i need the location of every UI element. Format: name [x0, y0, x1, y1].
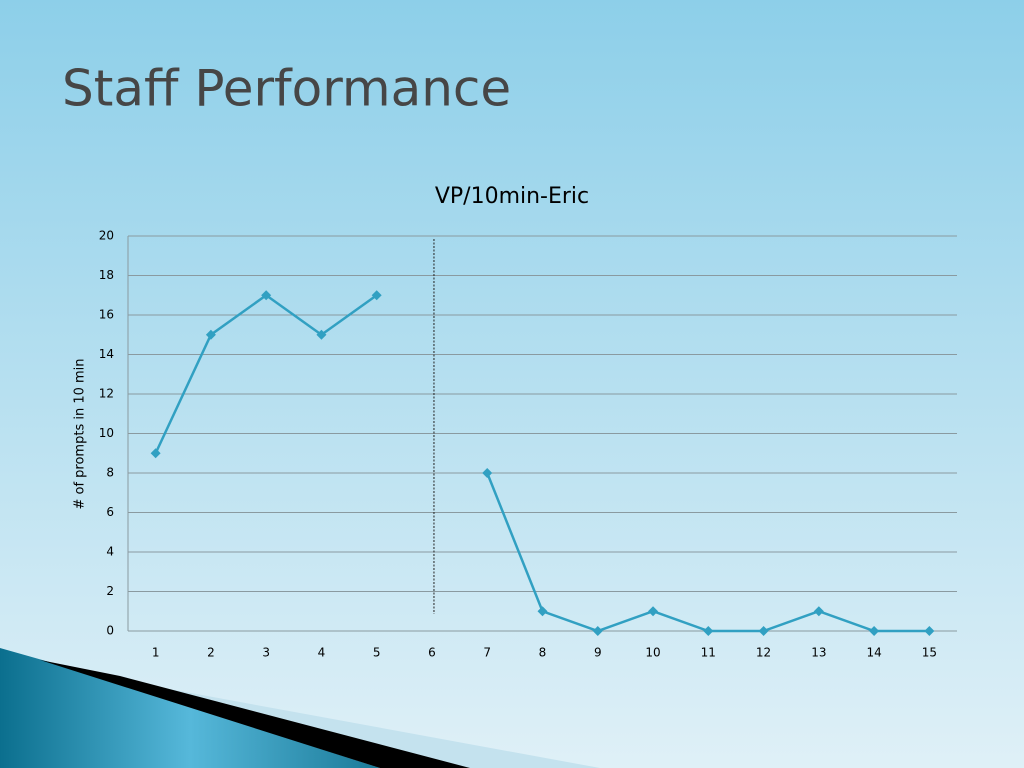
x-tick-label: 13 [811, 646, 826, 660]
point [205, 329, 216, 340]
point [150, 448, 161, 459]
y-tick-label: 16 [99, 308, 114, 322]
point [924, 626, 935, 636]
y-tick-label: 8 [106, 466, 114, 480]
decor-black [40, 660, 470, 768]
y-axis-label: # of prompts in 10 min [73, 358, 88, 509]
point [813, 606, 824, 617]
y-tick-label: 18 [99, 268, 114, 282]
point [537, 606, 548, 617]
y-tick-label: 6 [106, 505, 114, 519]
x-tick-label: 15 [922, 646, 937, 660]
x-tick-label: 11 [701, 646, 716, 660]
x-tick-label: 10 [645, 646, 660, 660]
y-tick-label: 2 [106, 584, 114, 598]
chart-title: VP/10min-Eric [435, 184, 589, 209]
y-tick-label: 12 [99, 387, 114, 401]
y-tick-label: 0 [106, 624, 114, 638]
x-tick-label: 14 [866, 646, 881, 660]
decor-teal [0, 648, 380, 768]
x-tick-label: 12 [756, 646, 771, 660]
point [316, 329, 327, 340]
x-tick-label: 6 [428, 646, 436, 660]
x-tick-label: 3 [262, 646, 270, 660]
x-tick-label: 8 [539, 646, 547, 660]
x-tick-label: 7 [483, 646, 491, 660]
point [869, 626, 880, 636]
y-tick-label: 4 [106, 545, 114, 559]
point [703, 626, 714, 636]
point [371, 290, 382, 301]
point [482, 468, 493, 478]
point [648, 606, 659, 617]
y-tick-label: 20 [99, 229, 114, 243]
x-tick-label: 1 [152, 646, 160, 660]
y-tick-label: 14 [99, 347, 114, 361]
point [261, 290, 272, 301]
point [758, 626, 769, 636]
point [592, 626, 603, 636]
x-tick-label: 5 [373, 646, 381, 660]
slide-title: Staff Performance [62, 60, 511, 118]
x-tick-label: 2 [207, 646, 215, 660]
x-tick-label: 9 [594, 646, 602, 660]
y-tick-label: 10 [99, 426, 114, 440]
x-tick-label: 4 [318, 646, 326, 660]
